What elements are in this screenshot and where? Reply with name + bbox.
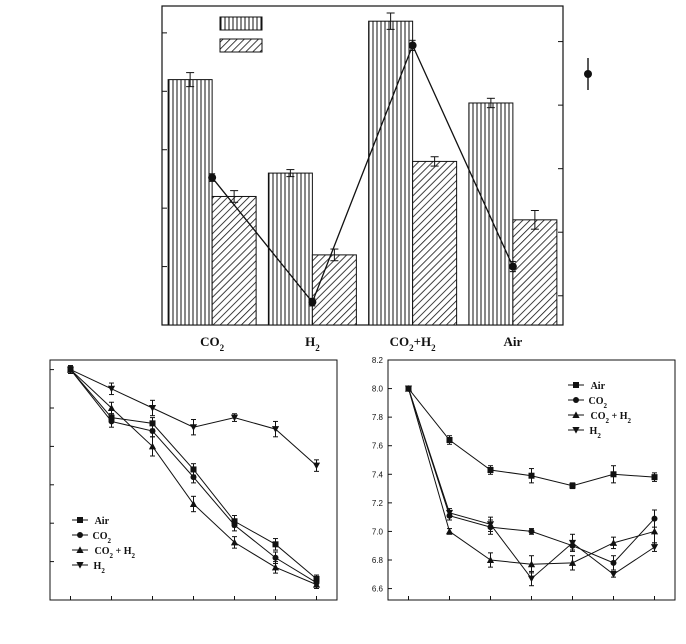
legend-label-co2: CO2 xyxy=(589,396,608,410)
bar-total-lipid-co2 xyxy=(167,79,213,326)
legend-label-air: Air xyxy=(95,516,110,527)
bar-neutral-lipid-air xyxy=(512,219,558,326)
y-tick-label: 8.2 xyxy=(372,356,384,365)
point-h2 xyxy=(609,571,618,578)
point-co2-h2 xyxy=(650,527,659,535)
point-h2 xyxy=(189,424,198,431)
legend-marker-co2 xyxy=(573,397,579,403)
bar-neutral-lipid-h2 xyxy=(311,254,357,326)
point-lipid-productivity xyxy=(408,41,417,50)
point-air xyxy=(610,471,617,478)
point-co2-h2 xyxy=(527,560,536,568)
point-lipid-productivity xyxy=(308,298,317,307)
legend-label-air: Air xyxy=(591,381,606,392)
legend-label-co2-h2: CO2 + H2 xyxy=(95,546,136,560)
point-air xyxy=(272,541,279,548)
point-h2 xyxy=(148,405,157,412)
plot-frame xyxy=(161,5,564,326)
point-air xyxy=(487,467,494,473)
point-air xyxy=(149,420,156,427)
legend-label-co2: CO2 xyxy=(93,531,112,545)
y-tick-label: 8.0 xyxy=(372,385,384,394)
legend-swatch-neutral-lipid xyxy=(219,38,263,53)
point-co2 xyxy=(610,559,617,566)
line-h2 xyxy=(70,369,317,466)
point-co2-h2 xyxy=(445,527,454,535)
y-tick-label: 7.6 xyxy=(372,442,384,451)
bar-total-lipid-co2-h2 xyxy=(368,20,414,326)
y-tick-label: 7.0 xyxy=(372,527,384,536)
point-co2 xyxy=(528,528,535,535)
legend-label-h2: H2 xyxy=(590,426,602,440)
point-co2 xyxy=(231,522,238,529)
point-air xyxy=(569,482,576,489)
x-tick-label: Air xyxy=(503,334,522,349)
y-tick-label: 6.6 xyxy=(372,585,384,594)
y2-axis-legend-marker xyxy=(584,70,592,78)
legend-marker-co2-h2 xyxy=(572,411,580,418)
point-co2-h2 xyxy=(189,500,198,507)
point-co2 xyxy=(272,554,279,561)
point-h2 xyxy=(404,385,413,393)
y-tick-label: 7.2 xyxy=(372,499,384,508)
point-co2-h2 xyxy=(271,563,280,571)
point-h2 xyxy=(650,544,659,551)
legend-swatch-total-lipid xyxy=(219,16,263,31)
line-lipid-productivity xyxy=(211,43,514,304)
point-co2-h2 xyxy=(609,539,618,546)
lipid-bar-chart: CO2 H2 CO2+H2 Air xyxy=(161,5,592,353)
point-co2 xyxy=(108,418,115,425)
point-co2 xyxy=(149,428,156,435)
legend-label-co2-h2: CO2 + H2 xyxy=(591,411,632,425)
point-lipid-productivity xyxy=(508,262,517,271)
point-air xyxy=(190,466,197,473)
bar-total-lipid-h2 xyxy=(267,172,313,326)
point-lipid-productivity xyxy=(208,173,217,182)
point-co2-h2 xyxy=(230,538,239,546)
point-co2-h2 xyxy=(568,559,577,566)
point-co2-h2 xyxy=(148,442,157,450)
bar-neutral-lipid-co2 xyxy=(211,195,257,326)
point-h2 xyxy=(230,414,239,422)
point-co2 xyxy=(190,474,197,481)
legend-marker-co2-h2 xyxy=(76,546,84,553)
point-air xyxy=(528,472,535,479)
point-h2 xyxy=(568,539,577,547)
point-h2 xyxy=(312,462,321,470)
bar-neutral-lipid-co2-h2 xyxy=(412,160,458,326)
y-tick-label: 7.8 xyxy=(372,413,384,422)
point-h2 xyxy=(445,509,454,517)
point-air xyxy=(446,437,453,443)
x-tick-label: H2 xyxy=(305,334,320,353)
legend-marker-h2 xyxy=(572,427,580,434)
point-h2 xyxy=(527,575,536,583)
legend-marker-h2 xyxy=(76,562,84,569)
y-tick-label: 7.4 xyxy=(372,470,384,479)
legend-label-h2: H2 xyxy=(94,561,106,575)
legend-marker-air xyxy=(573,382,579,388)
x-tick-label: CO2+H2 xyxy=(390,334,437,353)
legend-marker-air xyxy=(77,517,83,523)
point-h2 xyxy=(271,426,280,433)
legend-marker-co2 xyxy=(77,532,83,538)
point-h2 xyxy=(486,521,495,528)
point-h2 xyxy=(66,366,75,374)
point-air xyxy=(651,474,658,481)
point-co2-h2 xyxy=(107,404,116,411)
point-co2-h2 xyxy=(486,556,495,563)
point-co2-h2 xyxy=(312,581,321,588)
y-tick-label: 6.8 xyxy=(372,556,384,565)
bar-total-lipid-air xyxy=(468,102,514,326)
point-h2 xyxy=(107,385,116,393)
x-tick-label: CO2 xyxy=(200,334,225,353)
